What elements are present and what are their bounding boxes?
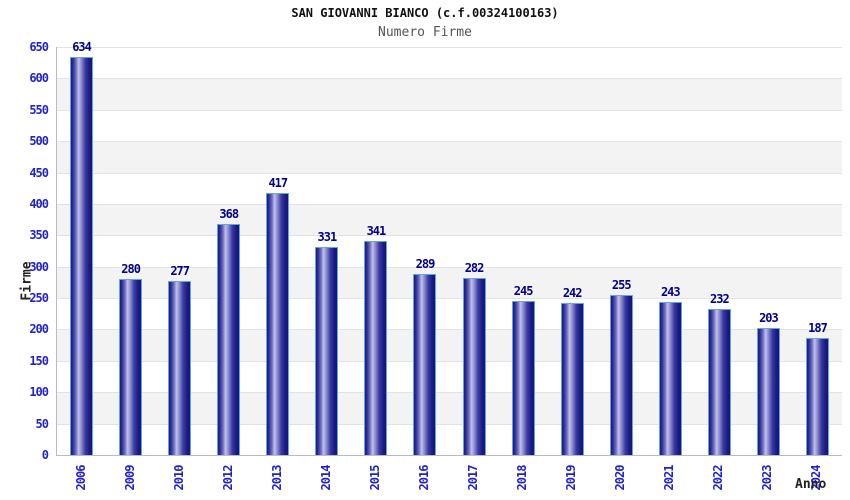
bar-value-label: 280 [121, 262, 141, 277]
grid-band [57, 203, 842, 236]
bar [609, 294, 633, 455]
x-tick-label: 2014 [318, 465, 333, 491]
bar [315, 247, 339, 455]
x-tick-label: 2020 [613, 465, 628, 491]
bar [413, 273, 437, 455]
bar [756, 327, 780, 455]
bar [805, 337, 829, 455]
gridline [57, 235, 842, 237]
y-axis: 0 50 100 150 200 250 300 350 400 450 500 550 600 650 [0, 40, 49, 462]
bar-value-label: 331 [317, 230, 338, 245]
gridline [57, 141, 842, 143]
x-tick-label: 2009 [122, 465, 137, 491]
bar [119, 279, 143, 455]
gridline [57, 78, 842, 80]
bar-value-label: 417 [268, 176, 288, 191]
x-tick-label: 2022 [711, 465, 726, 491]
bar-value-label: 255 [611, 277, 632, 292]
grid-band [57, 78, 842, 110]
x-tick-label: 2018 [515, 465, 530, 491]
y-tick-label: 350 [29, 228, 49, 243]
bar-value-label: 289 [415, 256, 436, 271]
bar [217, 224, 241, 455]
x-tick-label: 2021 [662, 465, 677, 491]
bar-value-label: 277 [170, 264, 190, 279]
bar [560, 303, 584, 455]
gridline [57, 423, 842, 425]
bar-value-label: 232 [710, 292, 730, 307]
chart-subtitle: Numero Firme [378, 25, 472, 40]
y-tick-label: 650 [29, 40, 49, 54]
bar [707, 309, 731, 455]
bar-value-label: 341 [366, 223, 387, 238]
y-tick-label: 550 [29, 102, 49, 117]
bar [364, 240, 388, 455]
x-tick-label: 2006 [73, 465, 88, 491]
bar [462, 278, 486, 455]
y-tick-label: 600 [29, 71, 49, 86]
x-tick-label: 2023 [760, 465, 775, 491]
bar-value-label: 245 [513, 284, 534, 299]
x-tick-label: 2016 [416, 465, 431, 491]
bar-value-label: 242 [562, 286, 583, 301]
bar [511, 301, 535, 455]
y-tick-label: 250 [29, 291, 49, 306]
bar-value-label: 187 [808, 320, 828, 335]
y-tick-label: 400 [29, 196, 49, 211]
grid-band [57, 235, 842, 267]
y-tick-label: 150 [29, 353, 49, 368]
grid-band [57, 47, 842, 79]
x-tick-label: 2017 [466, 465, 481, 491]
bar-value-label: 243 [660, 285, 681, 300]
bar-value-label: 634 [72, 40, 92, 55]
grid-band [57, 141, 842, 173]
y-tick-label: 300 [29, 259, 49, 274]
x-tick-label: 2015 [367, 465, 382, 491]
grid-band [57, 109, 842, 142]
y-tick-label: 500 [29, 134, 49, 149]
gridline [57, 266, 842, 268]
gridline [57, 47, 842, 48]
bar [70, 57, 94, 455]
chart-title: SAN GIOVANNI BIANCO (c.f.00324100163) [291, 6, 559, 20]
y-tick-label: 450 [29, 165, 49, 180]
x-tick-label: 2013 [269, 465, 284, 491]
bar-value-label: 203 [759, 310, 779, 325]
y-tick-label: 0 [41, 448, 49, 462]
x-tick-label: 2012 [220, 465, 235, 491]
y-tick-label: 200 [29, 322, 49, 337]
bar [168, 281, 192, 455]
x-axis-title: Anno [795, 477, 827, 492]
gridline [57, 360, 842, 362]
y-tick-label: 50 [35, 416, 49, 431]
gridline [57, 172, 842, 174]
y-tick-label: 100 [29, 385, 49, 400]
bar-value-label: 368 [219, 207, 239, 222]
bar-value-label: 282 [464, 261, 485, 275]
grid-band [57, 172, 842, 204]
gridline [57, 298, 842, 300]
x-tick-label: 2010 [171, 465, 186, 491]
bar [266, 193, 290, 455]
x-axis: 2006 2009 2010 2012 2013 2014 2015 2016 2017 2018… [56, 455, 841, 500]
plot-area: 634 280 277 368 417 331 341 289 282 245 242 255 243 2… [56, 40, 842, 456]
gridline [57, 392, 842, 394]
bar [658, 302, 682, 455]
gridline [57, 203, 842, 205]
gridline [57, 329, 842, 331]
x-tick-label: 2019 [564, 465, 579, 491]
gridline [57, 109, 842, 111]
